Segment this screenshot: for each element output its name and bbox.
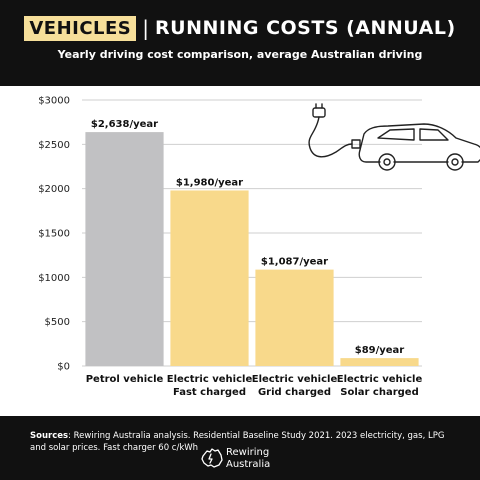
data-label: $2,638/year xyxy=(91,119,158,130)
y-tick-label: $1500 xyxy=(38,229,70,240)
sources-label: Sources xyxy=(30,431,69,441)
bar xyxy=(340,358,419,366)
chart-panel: $0 $500 $1000 $1500 $2000 $2500 $3000 $2,638/y… xyxy=(0,86,480,416)
y-tick-label: $2000 xyxy=(38,184,70,195)
logo-line-2: Australia xyxy=(226,459,271,470)
bar xyxy=(255,269,334,366)
data-label: $89/year xyxy=(355,345,405,356)
category-label: Electric vehicle xyxy=(167,374,253,385)
y-tick-label: $0 xyxy=(57,362,70,373)
category-label: Electric vehicle xyxy=(252,374,338,385)
title-separator: | xyxy=(142,16,150,40)
car-with-charging-plug-icon xyxy=(308,103,480,171)
category-label: Electric vehicle xyxy=(337,374,423,385)
y-tick-label: $500 xyxy=(45,317,70,328)
y-tick-label: $1000 xyxy=(38,273,70,284)
category-label: Petrol vehicle xyxy=(86,374,164,385)
category-label: Grid charged xyxy=(258,387,331,398)
bar xyxy=(85,132,164,366)
bar-chart: $0 $500 $1000 $1500 $2000 $2500 $3000 $2,638/y… xyxy=(38,96,480,398)
title-highlight: VEHICLES xyxy=(24,16,137,41)
australia-map-logo-icon xyxy=(201,448,223,468)
y-tick-label: $3000 xyxy=(38,96,70,107)
data-label: $1,980/year xyxy=(176,177,243,188)
data-labels: $2,638/year $1,980/year $1,087/year $89/yea… xyxy=(91,119,404,356)
subtitle: Yearly driving cost comparison, average … xyxy=(57,48,423,61)
title-row: VEHICLES | RUNNING COSTS (ANNUAL) xyxy=(0,16,480,41)
header: VEHICLES | RUNNING COSTS (ANNUAL) Yearly d… xyxy=(0,0,480,86)
category-label: Solar charged xyxy=(340,387,419,398)
sources-text: : Rewiring Australia analysis. Residenti… xyxy=(30,431,445,453)
bar xyxy=(170,190,249,366)
page-title: RUNNING COSTS (ANNUAL) xyxy=(155,17,456,39)
y-tick-label: $2500 xyxy=(38,140,70,151)
data-label: $1,087/year xyxy=(261,257,328,268)
y-axis: $0 $500 $1000 $1500 $2000 $2500 $3000 xyxy=(38,96,70,373)
logo-line-1: Rewiring xyxy=(226,447,270,458)
footer: Sources: Rewiring Australia analysis. Re… xyxy=(0,416,480,480)
rewiring-australia-logo: Rewiring Australia xyxy=(200,446,290,476)
sources-note: Sources: Rewiring Australia analysis. Re… xyxy=(30,430,460,454)
category-label: Fast charged xyxy=(173,387,246,398)
bars xyxy=(85,132,419,366)
logo-text: Rewiring Australia xyxy=(226,447,270,471)
